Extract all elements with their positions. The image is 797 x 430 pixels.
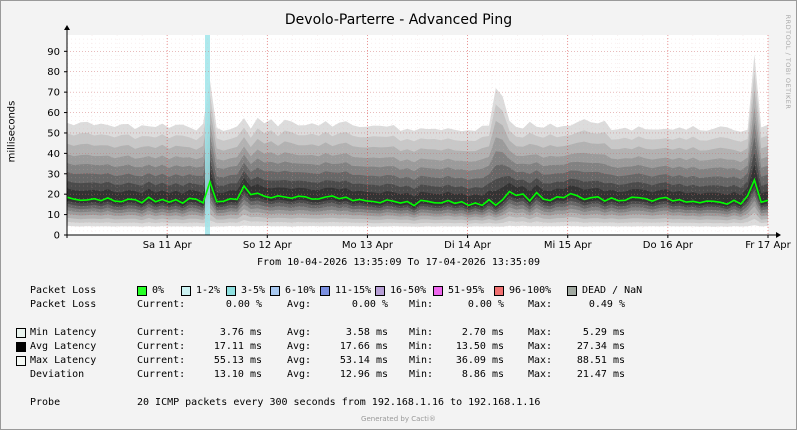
stat-min-2: 13.50 ms xyxy=(455,341,504,352)
x-tick-label-1: So 12 Apr xyxy=(243,240,293,251)
y-tick-label-60: 60 xyxy=(47,108,60,119)
stat-max-4: 21.47 ms xyxy=(576,369,625,380)
stat-label-0: Packet Loss xyxy=(30,299,97,310)
stat-avg-0: 0.00 % xyxy=(351,299,388,310)
stat-col-max-3: Max: xyxy=(528,355,553,366)
y-tick-label-10: 10 xyxy=(47,210,60,221)
y-tick-label-50: 50 xyxy=(47,128,60,139)
stat-col-max-1: Max: xyxy=(528,327,553,338)
loss-label-0: 0% xyxy=(152,285,165,296)
stat-label-4: Deviation xyxy=(30,369,85,380)
stat-col-max-0: Max: xyxy=(528,299,553,310)
x-tick-label-3: Di 14 Apr xyxy=(444,240,492,251)
x-tick-label-5: Do 16 Apr xyxy=(643,240,694,251)
stat-current-0: 0.00 % xyxy=(225,299,262,310)
latency-chart: 0 10 20 30 40 50 60 70 80 90 Sa 11 Apr So 12 Apr Mo … xyxy=(47,25,792,251)
chart-title: Devolo-Parterre - Advanced Ping xyxy=(284,12,513,28)
loss-label-5: 16-50% xyxy=(390,285,427,296)
x-tick-label-2: Mo 13 Apr xyxy=(342,240,394,251)
stat-avg-3: 53.14 ms xyxy=(339,355,388,366)
loss-label-4: 11-15% xyxy=(335,285,372,296)
x-tick-label-4: Mi 15 Apr xyxy=(544,240,593,251)
x-axis-arrow xyxy=(776,232,781,238)
x-tick-label-0: Sa 11 Apr xyxy=(143,240,193,251)
packet-loss-marker xyxy=(205,35,210,235)
stat-min-3: 36.09 ms xyxy=(455,355,504,366)
footer-credit: Generated by Cacti® xyxy=(361,415,436,423)
loss-label-6: 51-95% xyxy=(448,285,485,296)
stat-col-avg-3: Avg: xyxy=(287,355,312,366)
stat-min-4: 8.86 ms xyxy=(461,369,504,380)
loss-swatch-6 xyxy=(433,286,443,296)
avg-latency-line xyxy=(66,177,769,207)
probe-label: Probe xyxy=(30,397,61,408)
series-swatch-3 xyxy=(16,356,26,366)
stat-col-avg-0: Avg: xyxy=(287,299,312,310)
probe-text: 20 ICMP packets every 300 seconds from 1… xyxy=(137,397,541,408)
stat-col-min-0: Min: xyxy=(409,299,434,310)
stat-col-current-1: Current: xyxy=(137,327,186,338)
stat-col-min-1: Min: xyxy=(409,327,434,338)
x-tick-label-6: Fr 17 Apr xyxy=(745,240,791,251)
stat-col-current-3: Current: xyxy=(137,355,186,366)
y-tick-label-70: 70 xyxy=(47,88,60,99)
stat-col-current-0: Current: xyxy=(137,299,186,310)
stat-col-avg-1: Avg: xyxy=(287,327,312,338)
y-tick-label-0: 0 xyxy=(54,231,60,242)
stat-col-avg-4: Avg: xyxy=(287,369,312,380)
loss-swatch-5 xyxy=(375,286,385,296)
series-lines xyxy=(66,177,769,207)
stat-max-3: 88.51 ms xyxy=(576,355,625,366)
loss-swatch-0 xyxy=(137,286,147,296)
axes xyxy=(64,25,781,238)
stat-label-3: Max Latency xyxy=(30,355,97,366)
loss-swatch-3 xyxy=(270,286,280,296)
loss-label-7: 96-100% xyxy=(509,285,552,296)
stat-col-avg-2: Avg: xyxy=(287,341,312,352)
stat-col-max-4: Max: xyxy=(528,369,553,380)
loss-label-2: 3-5% xyxy=(241,285,266,296)
loss-legend-label: Packet Loss xyxy=(30,285,97,296)
stat-avg-2: 17.66 ms xyxy=(339,341,388,352)
stat-current-2: 17.11 ms xyxy=(213,341,262,352)
stat-max-1: 5.29 ms xyxy=(582,327,625,338)
stat-label-2: Avg Latency xyxy=(30,341,97,352)
stat-avg-1: 3.58 ms xyxy=(345,327,388,338)
stat-max-2: 27.34 ms xyxy=(576,341,625,352)
stat-current-3: 55.13 ms xyxy=(213,355,262,366)
y-tick-label-80: 80 xyxy=(47,67,60,78)
loss-swatch-1 xyxy=(181,286,191,296)
y-axis-arrow xyxy=(64,25,70,30)
stat-min-0: 0.00 % xyxy=(467,299,504,310)
loss-swatch-2 xyxy=(226,286,236,296)
time-range: From 10-04-2026 13:35:09 To 17-04-2026 1… xyxy=(257,257,540,268)
loss-label-8: DEAD / NaN xyxy=(582,285,643,296)
series-swatch-1 xyxy=(16,328,26,338)
loss-swatch-4 xyxy=(320,286,330,296)
loss-swatch-8 xyxy=(567,286,577,296)
stat-col-min-3: Min: xyxy=(409,355,434,366)
stat-max-0: 0.49 % xyxy=(588,299,625,310)
loss-label-1: 1-2% xyxy=(196,285,221,296)
y-tick-label-30: 30 xyxy=(47,169,60,180)
stat-col-current-4: Current: xyxy=(137,369,186,380)
stat-col-min-2: Min: xyxy=(409,341,434,352)
stat-current-1: 3.76 ms xyxy=(219,327,262,338)
stat-current-4: 13.10 ms xyxy=(213,369,262,380)
stat-col-min-4: Min: xyxy=(409,369,434,380)
y-tick-label-20: 20 xyxy=(47,190,60,201)
stat-label-1: Min Latency xyxy=(30,327,97,338)
grid-lines xyxy=(66,35,769,235)
loss-label-3: 6-10% xyxy=(285,285,316,296)
y-tick-label-90: 90 xyxy=(47,47,60,58)
stat-avg-4: 12.96 ms xyxy=(339,369,388,380)
y-tick-label-40: 40 xyxy=(47,149,60,160)
stat-min-1: 2.70 ms xyxy=(461,327,504,338)
series-swatch-2 xyxy=(16,342,26,352)
loss-swatch-7 xyxy=(494,286,504,296)
stat-col-current-2: Current: xyxy=(137,341,186,352)
axis-labels: 0 10 20 30 40 50 60 70 80 90 Sa 11 Apr So 12 Apr Mo … xyxy=(47,47,791,251)
stat-col-max-2: Max: xyxy=(528,341,553,352)
